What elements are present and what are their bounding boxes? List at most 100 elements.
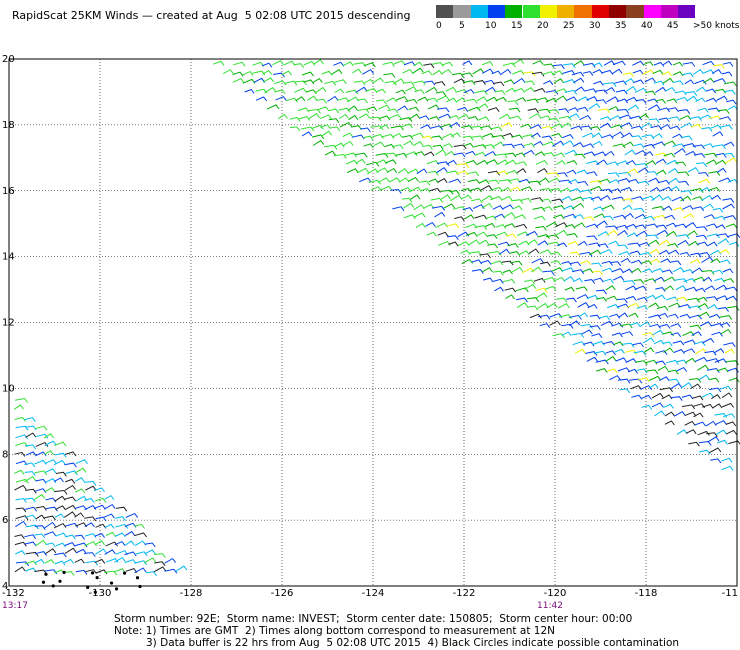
wind-barb	[25, 551, 39, 557]
wind-barb	[242, 70, 254, 76]
wind-barb	[480, 185, 493, 191]
wind-barb	[14, 566, 26, 573]
wind-barb	[680, 195, 692, 202]
wind-barb	[695, 287, 706, 293]
wind-barb	[685, 357, 696, 364]
wind-barb	[643, 143, 656, 149]
wind-barb	[462, 207, 474, 212]
wind-barb	[535, 287, 548, 293]
wind-barb	[640, 122, 653, 129]
latitude-label: 4	[2, 581, 8, 592]
contamination-dot	[44, 572, 48, 576]
wind-barb	[84, 552, 96, 557]
wind-barb	[454, 216, 465, 222]
wind-barb	[523, 142, 535, 148]
wind-barb	[677, 239, 689, 246]
wind-barb	[442, 133, 455, 139]
wind-barb	[645, 359, 658, 365]
wind-barb	[725, 429, 737, 435]
wind-barb	[721, 392, 733, 399]
wind-barb	[509, 251, 521, 256]
wind-barb	[334, 88, 345, 94]
wind-barb	[716, 167, 727, 173]
wind-barb	[434, 211, 446, 218]
wind-barb	[53, 522, 67, 529]
wind-barb	[716, 95, 728, 101]
wind-barb	[680, 135, 693, 141]
wind-barb	[124, 530, 136, 537]
wind-barb	[35, 539, 47, 547]
wind-barb	[726, 99, 737, 105]
wind-barb	[478, 239, 490, 245]
wind-barb	[596, 159, 608, 166]
wind-barb	[435, 222, 448, 229]
wind-barb	[679, 313, 691, 319]
wind-barb	[705, 420, 717, 427]
wind-barb	[705, 88, 716, 94]
longitude-label: -120	[544, 588, 567, 599]
grid-lines	[9, 59, 737, 586]
wind-barb	[275, 95, 287, 101]
wind-barb	[631, 135, 643, 141]
wind-barb	[543, 80, 554, 86]
wind-barb	[35, 505, 47, 511]
wind-barb	[402, 81, 415, 87]
wind-barb	[723, 81, 737, 87]
wind-barb	[715, 152, 727, 158]
wind-barb	[417, 96, 429, 102]
wind-barb	[650, 258, 661, 264]
wind-barb	[621, 132, 634, 139]
wind-barb	[125, 512, 139, 518]
wind-barb	[345, 89, 359, 95]
wind-barb	[652, 267, 664, 273]
wind-barb	[612, 60, 626, 66]
wind-barb	[437, 107, 450, 113]
legend-swatch	[522, 5, 540, 18]
wind-barb	[569, 251, 581, 257]
wind-barb	[520, 197, 532, 203]
wind-barb	[675, 96, 689, 102]
wind-barb	[589, 185, 603, 191]
wind-barb	[674, 278, 688, 284]
wind-barb	[501, 68, 512, 75]
wind-barb	[412, 80, 426, 86]
wind-barb	[495, 223, 507, 229]
wind-barb	[573, 60, 585, 66]
wind-barb	[370, 125, 384, 131]
wind-barb	[252, 61, 264, 67]
wind-barb	[551, 70, 564, 76]
wind-barb	[44, 515, 56, 521]
wind-barb	[643, 278, 657, 283]
longitude-label: -124	[362, 588, 385, 599]
wind-barb	[513, 214, 526, 220]
wind-barb	[561, 331, 572, 337]
wind-barb	[295, 96, 306, 102]
wind-barb	[569, 261, 582, 267]
wind-barb	[464, 88, 475, 94]
wind-barb	[351, 134, 365, 140]
wind-barb	[653, 61, 665, 67]
wind-barb	[603, 87, 616, 93]
wind-barb	[461, 72, 474, 78]
wind-barb	[125, 540, 135, 546]
wind-barb	[658, 239, 671, 246]
legend-tick-label: 20	[537, 21, 549, 31]
wind-barb	[164, 568, 178, 574]
wind-barb	[24, 560, 38, 566]
wind-barb	[324, 80, 337, 86]
wind-barb	[405, 151, 418, 157]
wind-barb	[321, 70, 333, 76]
wind-barb	[54, 513, 65, 519]
wind-barb	[84, 533, 97, 538]
wind-barb	[474, 214, 488, 220]
wind-barb	[574, 153, 586, 159]
wind-barb	[261, 62, 273, 68]
legend-tick-label: 35	[615, 21, 627, 31]
wind-barb	[705, 97, 717, 103]
wind-barb	[392, 78, 405, 85]
wind-barb	[603, 215, 614, 221]
wind-barb	[712, 207, 724, 213]
wind-barb	[456, 97, 466, 103]
wind-barb	[543, 152, 555, 157]
wind-barb	[724, 157, 738, 164]
